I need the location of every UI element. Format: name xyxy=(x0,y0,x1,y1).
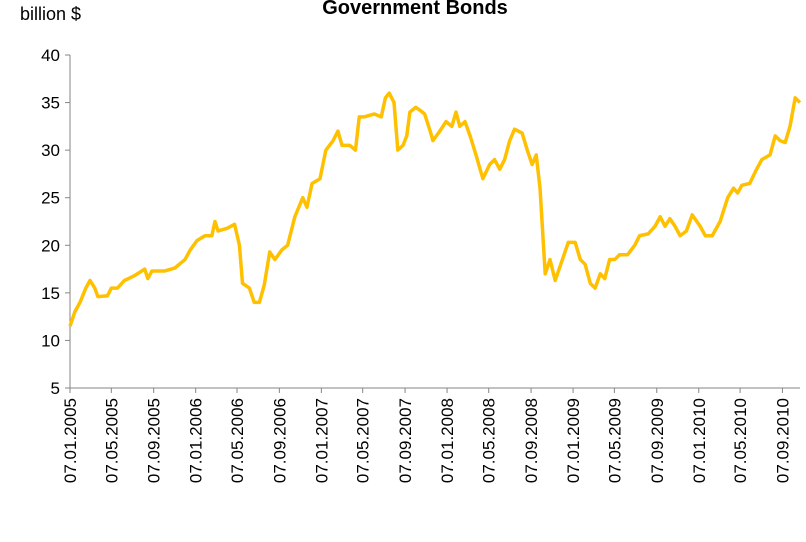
y-tick-label: 20 xyxy=(41,236,60,255)
y-tick-label: 30 xyxy=(41,141,60,160)
y-tick-label: 10 xyxy=(41,331,60,350)
y-tick-label: 40 xyxy=(41,46,60,65)
x-tick-label: 07.01.2010 xyxy=(690,398,709,483)
y-axis-label: billion $ xyxy=(20,4,81,24)
y-tick-label: 15 xyxy=(41,284,60,303)
x-tick-label: 07.05.2010 xyxy=(731,398,750,483)
x-tick-label: 07.05.2008 xyxy=(480,398,499,483)
x-tick-label: 07.09.2005 xyxy=(145,398,164,483)
x-tick-label: 07.05.2006 xyxy=(228,398,247,483)
y-tick-label: 25 xyxy=(41,189,60,208)
data-line xyxy=(68,91,802,327)
x-tick-label: 07.01.2005 xyxy=(61,398,80,483)
x-tick-label: 07.09.2009 xyxy=(648,398,667,483)
x-tick-label: 07.05.2007 xyxy=(354,398,373,483)
x-tick-label: 07.09.2007 xyxy=(396,398,415,483)
x-tick-label: 07.05.2009 xyxy=(605,398,624,483)
x-tick-label: 07.05.2005 xyxy=(102,398,121,483)
y-tick-label: 35 xyxy=(41,94,60,113)
x-tick-label: 07.01.2008 xyxy=(438,398,457,483)
x-tick-label: 07.01.2009 xyxy=(564,398,583,483)
x-tick-label: 07.09.2008 xyxy=(522,398,541,483)
chart-title: Government Bonds xyxy=(322,0,508,19)
x-tick-label: 07.01.2007 xyxy=(312,398,331,483)
x-tick-label: 07.09.2010 xyxy=(773,398,792,483)
x-tick-label: 07.01.2006 xyxy=(187,398,206,483)
y-tick-label: 5 xyxy=(51,379,60,398)
x-tick-label: 07.09.2006 xyxy=(270,398,289,483)
